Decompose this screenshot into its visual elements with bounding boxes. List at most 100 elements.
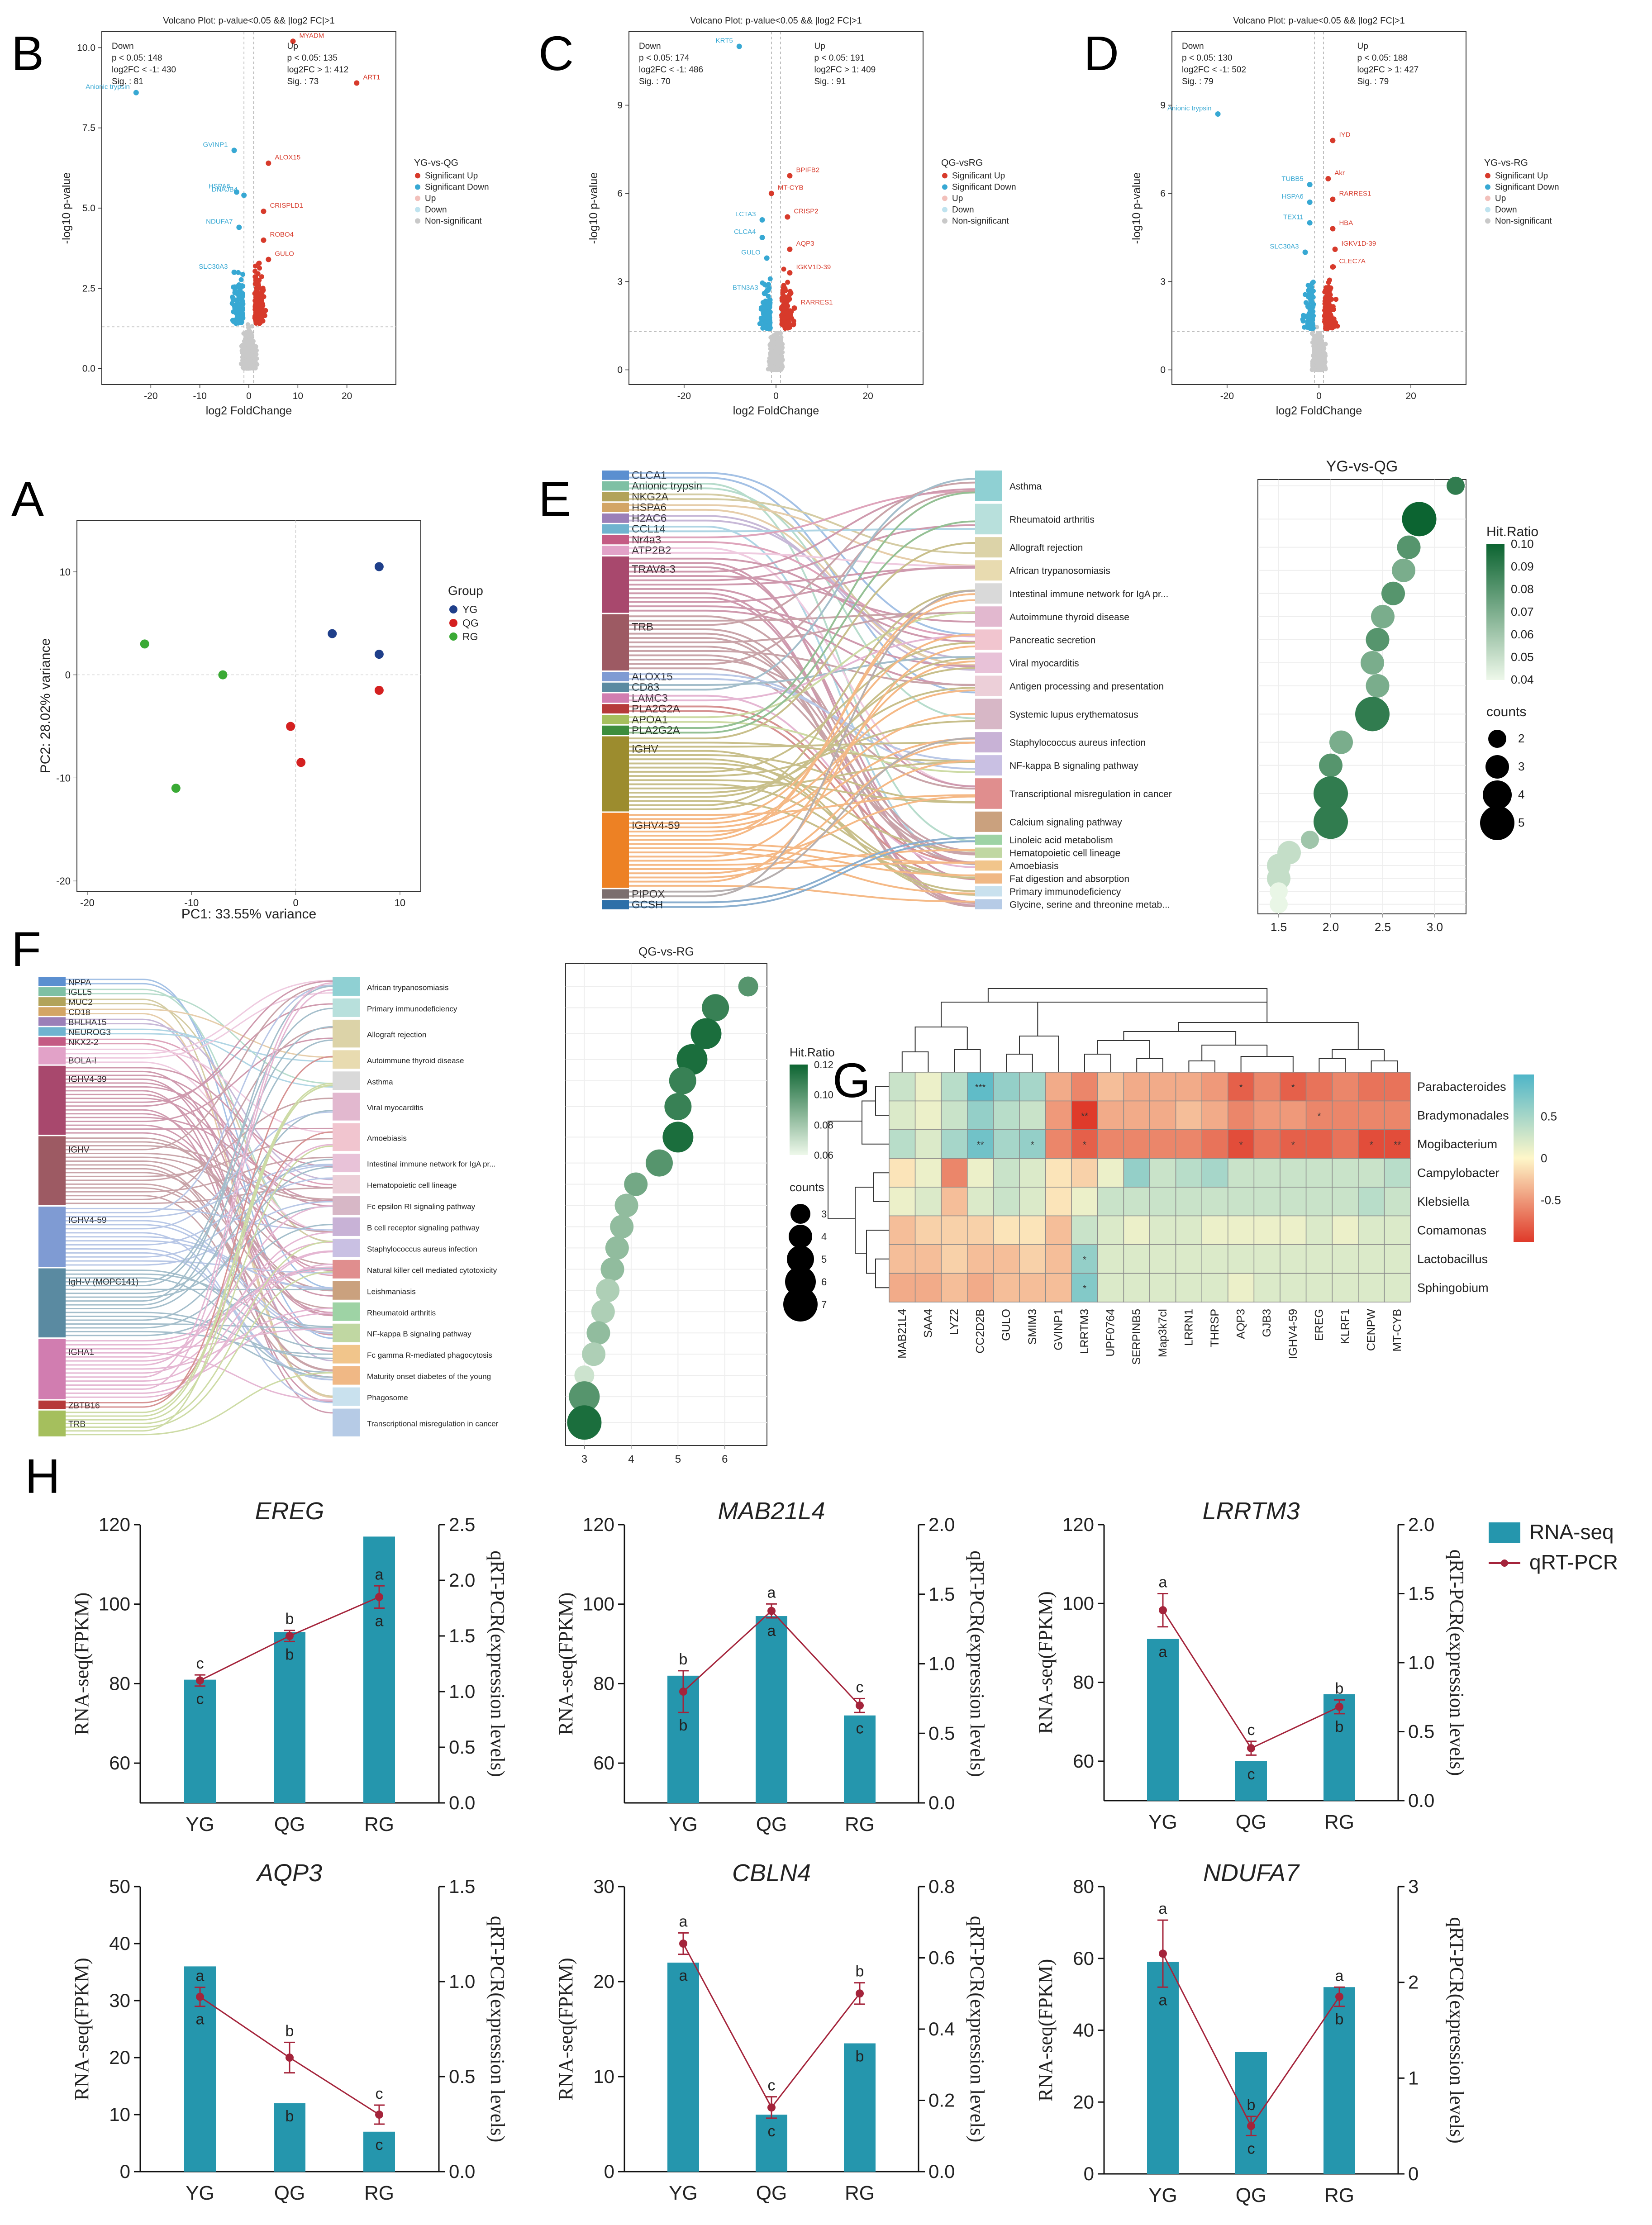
x-tick-label: -10 — [193, 391, 206, 401]
bubble-b-cell-receptor-signaling-pathway — [610, 1215, 634, 1239]
point-significant-up — [1322, 301, 1328, 306]
point-significant-up — [782, 319, 787, 325]
heatmap-cell — [941, 1215, 968, 1245]
labeled-point — [133, 90, 139, 95]
rnaseq-bar-yg — [1147, 1639, 1179, 1801]
bubble-fc-epsilon-ri-signaling-pathway — [614, 1193, 638, 1217]
point-significant-up — [258, 303, 263, 309]
left-tick-label: 40 — [1073, 2020, 1094, 2041]
labeled-point — [759, 217, 765, 223]
heatmap-cell — [1253, 1100, 1281, 1130]
bar-letter: b — [1335, 2011, 1344, 2028]
sankey-flow — [66, 1231, 333, 1374]
right-tick-label: 2.0 — [449, 1569, 475, 1591]
qrtpcr-letter: a — [767, 1584, 776, 1601]
left-axis-label: RNA-seq(FPKM) — [1034, 1591, 1057, 1734]
point-non-significant — [780, 363, 785, 368]
rnaseq-bar-qg — [274, 1632, 305, 1803]
heatmap-cell — [1332, 1273, 1359, 1303]
sankey-flow — [66, 1241, 333, 1424]
heatmap-cell — [1123, 1129, 1150, 1159]
heatmap-cell — [1332, 1158, 1359, 1188]
qrtpcr-point — [196, 1992, 204, 2001]
legend-item-down: Down — [425, 205, 447, 214]
point-significant-down — [765, 315, 771, 321]
gene-label-crispld1: CRISPLD1 — [270, 202, 303, 209]
x-tick-label: 20 — [1405, 391, 1416, 401]
right-tick-label: 0.5 — [449, 1736, 475, 1758]
point-non-significant — [243, 348, 248, 353]
gene-node-neurog3 — [38, 1027, 66, 1036]
heatmap-cell — [1253, 1244, 1281, 1274]
gene-label-nkg2a: NKG2A — [632, 491, 668, 503]
bubble-x-tick-label: 6 — [722, 1453, 728, 1465]
point-significant-up — [1324, 317, 1329, 323]
sankey-flow — [66, 1273, 333, 1328]
pathway-label-b-cell-receptor-signaling-pathway: B cell receptor signaling pathway — [367, 1223, 480, 1232]
legend-title: QG-vsRG — [941, 157, 983, 168]
significance-star: * — [1239, 1140, 1243, 1150]
qrtpcr-point — [375, 1593, 383, 1601]
counts-legend-dot — [789, 1225, 812, 1248]
sankey-flow — [629, 667, 976, 798]
gene-label-bpifb2: BPIFB2 — [796, 166, 819, 174]
labeled-point — [787, 270, 793, 276]
pathway-node-hematopoietic-cell-lineage — [975, 847, 1002, 858]
sankey-flow — [629, 660, 976, 858]
sankey-flow — [629, 605, 976, 667]
heatmap-cell — [1280, 1215, 1307, 1245]
heatmap-cell — [967, 1158, 994, 1188]
sankey-flow — [66, 1061, 333, 1233]
sankey-flow — [629, 520, 976, 734]
pathway-label-hematopoietic-cell-lineage: Hematopoietic cell lineage — [367, 1181, 457, 1190]
gene-label-gvinp1: GVINP1 — [203, 141, 228, 148]
point-significant-down — [230, 295, 235, 300]
rnaseq-bar-yg — [184, 1679, 216, 1803]
heatmap-row-label-klebsiella: Klebsiella — [1417, 1195, 1470, 1208]
gene-node-hspa6 — [602, 503, 629, 512]
sankey-enrichment-qg-vs-rg: NPPAIGLL5MUC2CD18BHLHA15NEUROG3NKX2-2BOL… — [38, 945, 835, 1465]
hit-ratio-tick-label: 0.10 — [1511, 537, 1534, 551]
heatmap-cell — [1019, 1273, 1046, 1303]
sankey-flow — [629, 689, 976, 824]
heatmap-cell — [1123, 1158, 1150, 1188]
x-category-qg: QG — [756, 2182, 787, 2204]
labeled-point — [1215, 111, 1221, 117]
heatmap-cell — [1071, 1215, 1098, 1245]
panel-letter-c: C — [538, 26, 574, 81]
gene-label-rarres1: RARRES1 — [1339, 190, 1371, 198]
heatmap-cell — [1358, 1244, 1385, 1274]
labeled-point — [231, 147, 237, 153]
panel-letter-d: D — [1084, 26, 1119, 81]
heatmap-cell — [1149, 1100, 1176, 1130]
right-tick-label: 1.5 — [449, 1625, 475, 1646]
heatmap-cell — [1045, 1072, 1072, 1102]
pathway-node-hematopoietic-cell-lineage — [333, 1175, 360, 1194]
gene-node-nppa — [38, 977, 66, 986]
point-significant-down — [239, 308, 244, 314]
y-tick-label: 7.5 — [82, 123, 95, 133]
counts-legend-title: counts — [1486, 704, 1526, 719]
point-non-significant — [777, 357, 782, 362]
qrtpcr-point — [196, 1676, 204, 1685]
point-significant-up — [1323, 295, 1328, 301]
pathway-label-staphylococcus-aureus-infection: Staphylococcus aureus infection — [367, 1245, 477, 1253]
bar-letter: c — [856, 1720, 864, 1737]
right-axis-label: qRT-PCR(expression levels) — [1446, 1550, 1468, 1776]
legend-item-up: Up — [952, 194, 963, 203]
point-significant-down — [240, 283, 246, 289]
heatmap-cell — [1201, 1129, 1228, 1159]
qrtpcr-letter: b — [679, 1651, 688, 1668]
pathway-node-autoimmune-thyroid-disease — [975, 606, 1002, 627]
gene-label-trav8-3: TRAV8-3 — [632, 563, 676, 575]
heatmap-cell — [1305, 1072, 1333, 1102]
heatmap-cell — [1019, 1072, 1046, 1102]
heatmap-cell — [1384, 1072, 1411, 1102]
colorbar-tick-label: 0.5 — [1541, 1110, 1557, 1123]
x-axis-label: log2 FoldChange — [1276, 404, 1362, 417]
legend-swatch — [1485, 184, 1490, 190]
gene-node-igha1 — [38, 1339, 66, 1399]
up-summary-line: log2FC > 1: 412 — [287, 65, 349, 75]
point-significant-up — [791, 319, 796, 324]
point-significant-down — [767, 301, 772, 306]
